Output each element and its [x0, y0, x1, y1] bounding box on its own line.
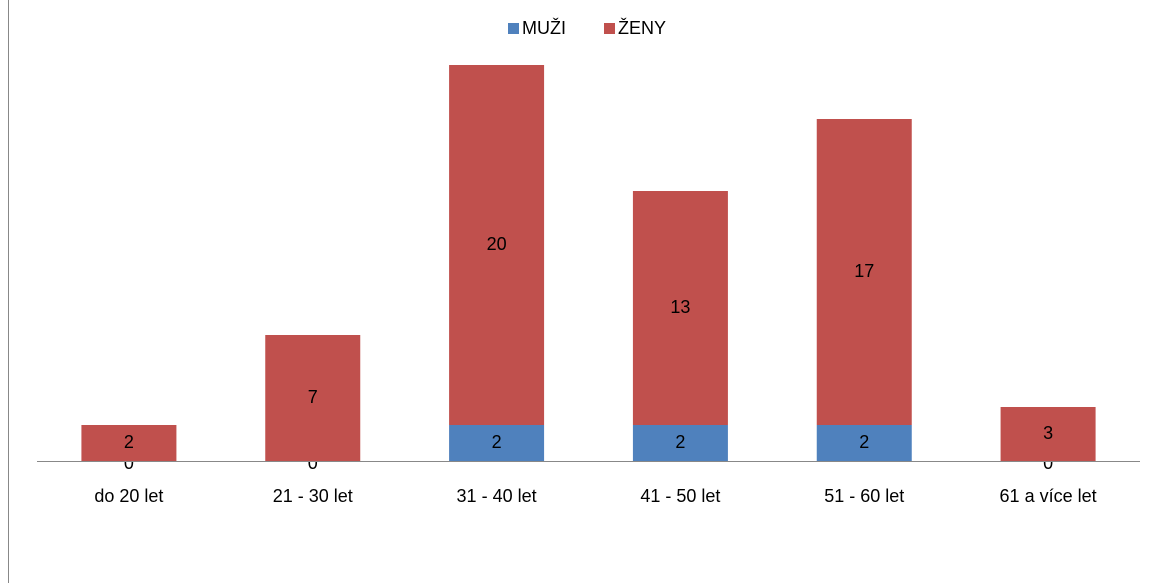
bar-segment: [81, 425, 177, 461]
data-label: 20: [487, 234, 507, 254]
legend-label: ŽENY: [618, 18, 666, 38]
data-label: 2: [492, 432, 502, 452]
data-label: 2: [859, 432, 869, 452]
data-label: 2: [124, 432, 134, 452]
x-tick-label: 31 - 40 let: [457, 486, 537, 506]
x-tick-label: 21 - 30 let: [273, 486, 353, 506]
data-label: 3: [1043, 423, 1053, 443]
bar-segment: [632, 425, 728, 461]
data-label: 0: [1043, 453, 1053, 473]
bar-segment: [265, 335, 361, 461]
data-label: 7: [308, 387, 318, 407]
legend-label: MUŽI: [522, 18, 566, 38]
x-tick-label: 51 - 60 let: [824, 486, 904, 506]
bar-segment: [816, 425, 912, 461]
data-label: 17: [854, 261, 874, 281]
data-label: 0: [308, 453, 318, 473]
bar-segment: [449, 65, 545, 425]
bar-segment: [449, 425, 545, 461]
data-label: 0: [124, 453, 134, 473]
data-label: 13: [670, 297, 690, 317]
bar-segment: [816, 119, 912, 425]
x-tick-label: 61 a více let: [1000, 486, 1097, 506]
bar-segment: [1000, 407, 1096, 461]
bar-segment: [632, 191, 728, 425]
legend-swatch: [604, 23, 615, 34]
legend-swatch: [508, 23, 519, 34]
x-tick-label: do 20 let: [94, 486, 163, 506]
data-label: 2: [675, 432, 685, 452]
x-tick-label: 41 - 50 let: [640, 486, 720, 506]
